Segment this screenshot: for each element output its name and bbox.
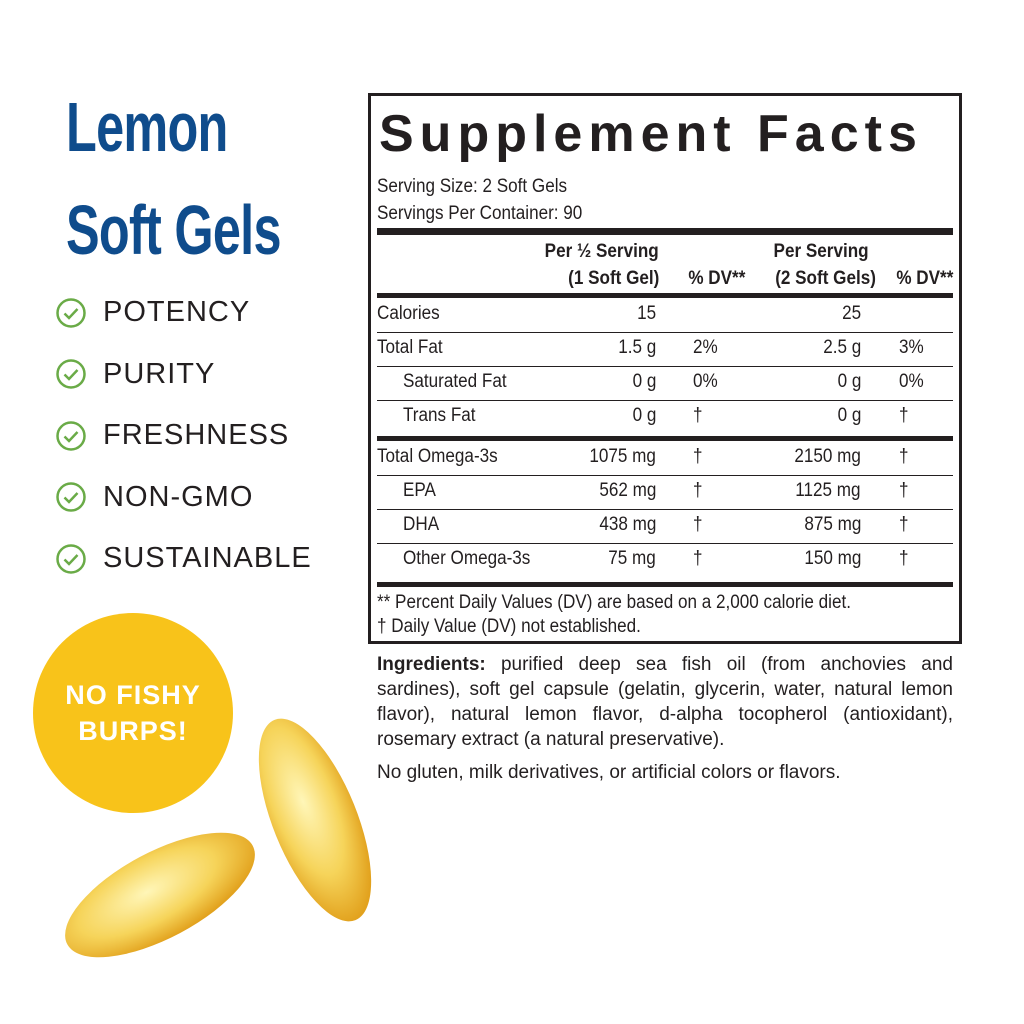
- footnote-dv: ** Percent Daily Values (DV) are based o…: [377, 592, 851, 613]
- check-circle-icon: [56, 359, 86, 389]
- facts-title: Supplement Facts: [379, 105, 923, 163]
- feature-label: FRESHNESS: [103, 419, 290, 451]
- per-serving-amount: 2.5 g: [822, 337, 861, 358]
- dv-serving: †: [899, 548, 909, 569]
- feature-label: POTENCY: [103, 296, 251, 328]
- per-half-amount: 75 mg: [608, 548, 656, 569]
- no-fishy-burps-badge: NO FISHY BURPS!: [33, 613, 233, 813]
- dv-serving: †: [899, 514, 909, 535]
- heading-line-1: Lemon: [66, 88, 228, 166]
- check-circle-icon: [56, 420, 86, 451]
- per-serving-amount: 1125 mg: [795, 480, 861, 501]
- nutrient-label: Other Omega-3s: [403, 548, 531, 569]
- dv-half: †: [693, 405, 703, 426]
- nutrient-label: Total Fat: [377, 337, 443, 358]
- header-two-gels: (2 Soft Gels): [775, 268, 876, 289]
- header-per-serving: Per Serving: [773, 241, 869, 262]
- dv-half: 2%: [693, 337, 718, 358]
- check-circle-icon: [56, 543, 86, 574]
- ingredients-label: Ingredients:: [377, 654, 486, 675]
- per-serving-amount: 875 mg: [803, 514, 861, 535]
- header-dv-2: % DV**: [895, 268, 953, 289]
- per-serving-amount: 150 mg: [803, 548, 861, 569]
- nutrient-label: Total Omega-3s: [377, 446, 498, 467]
- per-half-amount: 1.5 g: [617, 337, 656, 358]
- nutrient-label: EPA: [403, 480, 436, 501]
- capsule: [258, 718, 372, 922]
- header-per-half: Per ½ Serving: [544, 241, 659, 262]
- dv-serving: †: [899, 405, 909, 426]
- per-half-amount: 1075 mg: [589, 446, 656, 467]
- per-half-amount: 0 g: [632, 371, 656, 392]
- dv-serving: †: [899, 480, 909, 501]
- dv-half: †: [693, 446, 703, 467]
- feature-item: PURITY: [55, 358, 215, 391]
- capsule: [65, 832, 255, 958]
- nutrient-label: Calories: [377, 303, 440, 324]
- ingredients-text: purified deep sea fish oil (from anchovi…: [377, 654, 953, 750]
- per-serving-amount: 0 g: [837, 405, 861, 426]
- dv-half: 0%: [693, 371, 718, 392]
- per-half-amount: 562 mg: [598, 480, 656, 501]
- dv-serving: 3%: [899, 337, 924, 358]
- per-half-amount: 0 g: [632, 405, 656, 426]
- nutrient-label: Trans Fat: [403, 405, 476, 426]
- feature-item: NON-GMO: [55, 481, 253, 514]
- badge-line-2: BURPS!: [78, 716, 188, 746]
- footnote-dagger: † Daily Value (DV) not established.: [377, 616, 641, 637]
- dv-serving: 0%: [899, 371, 924, 392]
- per-half-amount: 15: [636, 303, 656, 324]
- header-one-gel: (1 Soft Gel): [567, 268, 659, 289]
- heading-line-2: Soft Gels: [66, 191, 281, 269]
- ingredients: Ingredients: purified deep sea fish oil …: [377, 652, 953, 752]
- per-serving-amount: 0 g: [837, 371, 861, 392]
- badge-line-1: NO FISHY: [65, 680, 201, 710]
- dv-half: †: [693, 548, 703, 569]
- soft-gel-capsules: [65, 718, 372, 958]
- dv-serving: †: [899, 446, 909, 467]
- feature-label: SUSTAINABLE: [103, 542, 312, 574]
- dv-half: †: [693, 480, 703, 501]
- header-dv-1: % DV**: [687, 268, 745, 289]
- per-serving-amount: 2150 mg: [794, 446, 861, 467]
- per-serving-amount: 25: [841, 303, 861, 324]
- per-half-amount: 438 mg: [598, 514, 656, 535]
- supplement-facts-panel: Supplement Facts Serving Size: 2 Soft Ge…: [368, 93, 962, 644]
- feature-item: SUSTAINABLE: [55, 542, 312, 575]
- allergen-note: No gluten, milk derivatives, or artifici…: [377, 762, 841, 783]
- nutrient-label: DHA: [403, 514, 440, 535]
- servings-per-container: Servings Per Container: 90: [377, 203, 583, 224]
- feature-label: PURITY: [103, 357, 216, 390]
- serving-size: Serving Size: 2 Soft Gels: [377, 176, 568, 197]
- feature-item: FRESHNESS: [55, 419, 289, 452]
- check-circle-icon: [56, 482, 86, 512]
- feature-item: POTENCY: [55, 296, 250, 329]
- nutrient-label: Saturated Fat: [403, 371, 507, 392]
- check-circle-icon: [56, 297, 86, 328]
- dv-half: †: [693, 514, 703, 535]
- feature-label: NON-GMO: [103, 480, 254, 513]
